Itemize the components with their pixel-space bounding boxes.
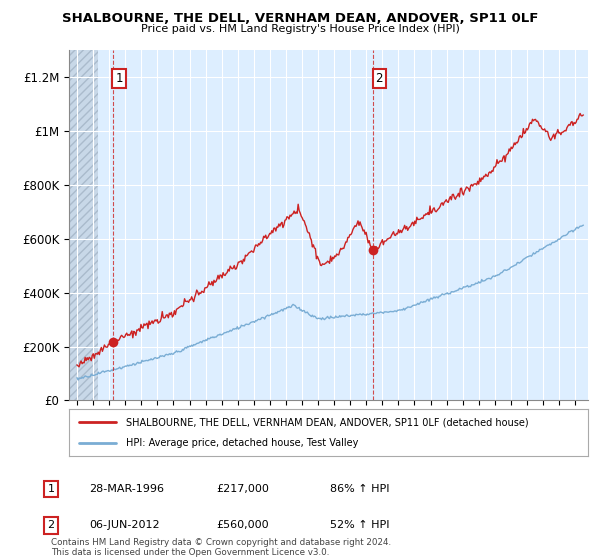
Text: £217,000: £217,000: [216, 484, 269, 494]
Text: Price paid vs. HM Land Registry's House Price Index (HPI): Price paid vs. HM Land Registry's House …: [140, 24, 460, 34]
Text: 86% ↑ HPI: 86% ↑ HPI: [330, 484, 389, 494]
Text: 2: 2: [376, 72, 383, 85]
Text: 28-MAR-1996: 28-MAR-1996: [89, 484, 164, 494]
Bar: [69, 50, 98, 400]
Text: 06-JUN-2012: 06-JUN-2012: [89, 520, 160, 530]
Text: 1: 1: [115, 72, 123, 85]
Text: SHALBOURNE, THE DELL, VERNHAM DEAN, ANDOVER, SP11 0LF (detached house): SHALBOURNE, THE DELL, VERNHAM DEAN, ANDO…: [126, 417, 529, 427]
Text: 1: 1: [47, 484, 55, 494]
Text: Contains HM Land Registry data © Crown copyright and database right 2024.
This d: Contains HM Land Registry data © Crown c…: [51, 538, 391, 557]
Text: 52% ↑ HPI: 52% ↑ HPI: [330, 520, 389, 530]
Text: SHALBOURNE, THE DELL, VERNHAM DEAN, ANDOVER, SP11 0LF: SHALBOURNE, THE DELL, VERNHAM DEAN, ANDO…: [62, 12, 538, 25]
Text: 2: 2: [47, 520, 55, 530]
Text: £560,000: £560,000: [216, 520, 269, 530]
Text: HPI: Average price, detached house, Test Valley: HPI: Average price, detached house, Test…: [126, 438, 358, 448]
